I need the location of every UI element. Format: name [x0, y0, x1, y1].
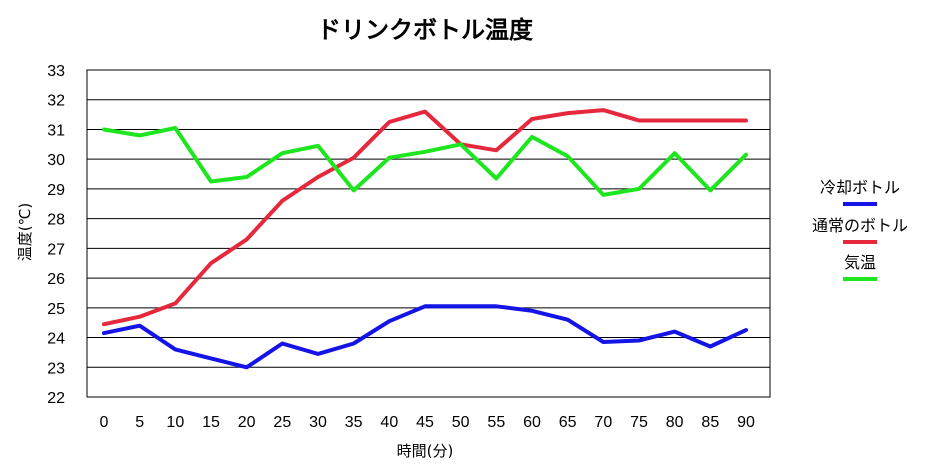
x-tick-label: 85: [701, 414, 719, 431]
x-tick-label: 20: [238, 414, 256, 431]
x-tick-label: 0: [100, 414, 109, 431]
series-line-1: [102, 304, 748, 370]
x-tick-label: 40: [380, 414, 398, 431]
x-tick-label: 60: [523, 414, 541, 431]
x-tick-label: 70: [594, 414, 612, 431]
x-tick-label: 5: [135, 414, 144, 431]
x-axis-label: 時間(分): [397, 442, 454, 460]
y-tick-label: 23: [47, 360, 65, 377]
x-tick-label: 35: [345, 414, 363, 431]
y-tick-label: 29: [47, 182, 65, 199]
x-tick-label: 45: [416, 414, 434, 431]
x-tick-label: 10: [166, 414, 184, 431]
y-tick-label: 27: [47, 241, 65, 258]
chart-title: ドリンクボトル温度: [317, 16, 534, 44]
legend-label-2: 通常のボトル: [812, 216, 908, 235]
x-tick-label: 55: [487, 414, 505, 431]
y-tick-label: 24: [47, 331, 65, 348]
legend-label-3: 気温: [844, 253, 876, 272]
y-tick-label: 31: [47, 122, 65, 139]
y-tick-label: 32: [47, 93, 65, 110]
series-line-2: [102, 108, 748, 327]
x-tick-label: 25: [273, 414, 291, 431]
x-tick-label: 65: [559, 414, 577, 431]
y-tick-label: 26: [47, 271, 65, 288]
gridlines: [87, 69, 770, 398]
y-axis-label: 温度(℃): [16, 203, 34, 262]
y-tick-label: 22: [47, 390, 65, 407]
x-axis-ticks: 0 5 10 15 20 25 30 35 40 45 50 55 60 65 70 75 80 85 90: [100, 414, 755, 431]
legend-label-1: 冷却ボトル: [820, 178, 900, 197]
y-tick-label: 28: [47, 212, 65, 229]
y-tick-label: 25: [47, 301, 65, 318]
x-tick-label: 30: [309, 414, 327, 431]
series-lines: [102, 108, 748, 370]
x-tick-label: 90: [737, 414, 755, 431]
x-tick-label: 75: [630, 414, 648, 431]
x-tick-label: 50: [452, 414, 470, 431]
x-tick-label: 80: [666, 414, 684, 431]
series-line-3: [102, 126, 748, 197]
x-tick-label: 15: [202, 414, 220, 431]
y-tick-label: 33: [47, 63, 65, 80]
y-tick-label: 30: [47, 152, 65, 169]
y-axis-ticks: 22 23 24 25 26 27 28 29 30 31 32 33: [47, 63, 65, 407]
